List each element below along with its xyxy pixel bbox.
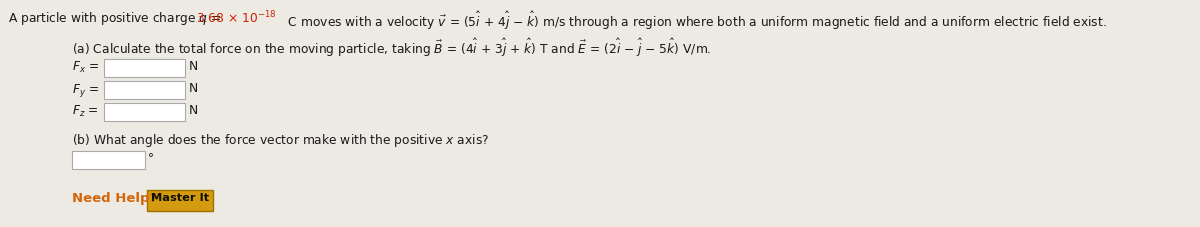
Text: $F_x$ =: $F_x$ = [72, 60, 100, 75]
Text: $F_y$ =: $F_y$ = [72, 82, 100, 99]
FancyBboxPatch shape [72, 151, 144, 169]
Text: 3.68 × 10$^{-18}$: 3.68 × 10$^{-18}$ [196, 10, 276, 27]
Text: Need Help?: Need Help? [72, 191, 157, 204]
Text: C moves with a velocity $\vec{v}$ = (5$\hat{i}$ + 4$\hat{j}$ $-$ $\hat{k}$) m/s : C moves with a velocity $\vec{v}$ = (5$\… [284, 10, 1106, 32]
FancyBboxPatch shape [103, 81, 185, 99]
Text: N: N [190, 60, 198, 73]
Text: N: N [190, 82, 198, 95]
FancyBboxPatch shape [103, 103, 185, 121]
Text: (a) Calculate the total force on the moving particle, taking $\vec{B}$ = (4$\hat: (a) Calculate the total force on the mov… [72, 37, 712, 59]
Text: A particle with positive charge $q$ =: A particle with positive charge $q$ = [8, 10, 222, 27]
Text: N: N [190, 104, 198, 116]
Text: $F_z$ =: $F_z$ = [72, 104, 98, 118]
Text: (b) What angle does the force vector make with the positive $x$ axis?: (b) What angle does the force vector mak… [72, 131, 490, 148]
FancyBboxPatch shape [103, 59, 185, 77]
Text: Master It: Master It [151, 192, 209, 202]
Text: °: ° [148, 151, 154, 164]
FancyBboxPatch shape [148, 190, 214, 211]
